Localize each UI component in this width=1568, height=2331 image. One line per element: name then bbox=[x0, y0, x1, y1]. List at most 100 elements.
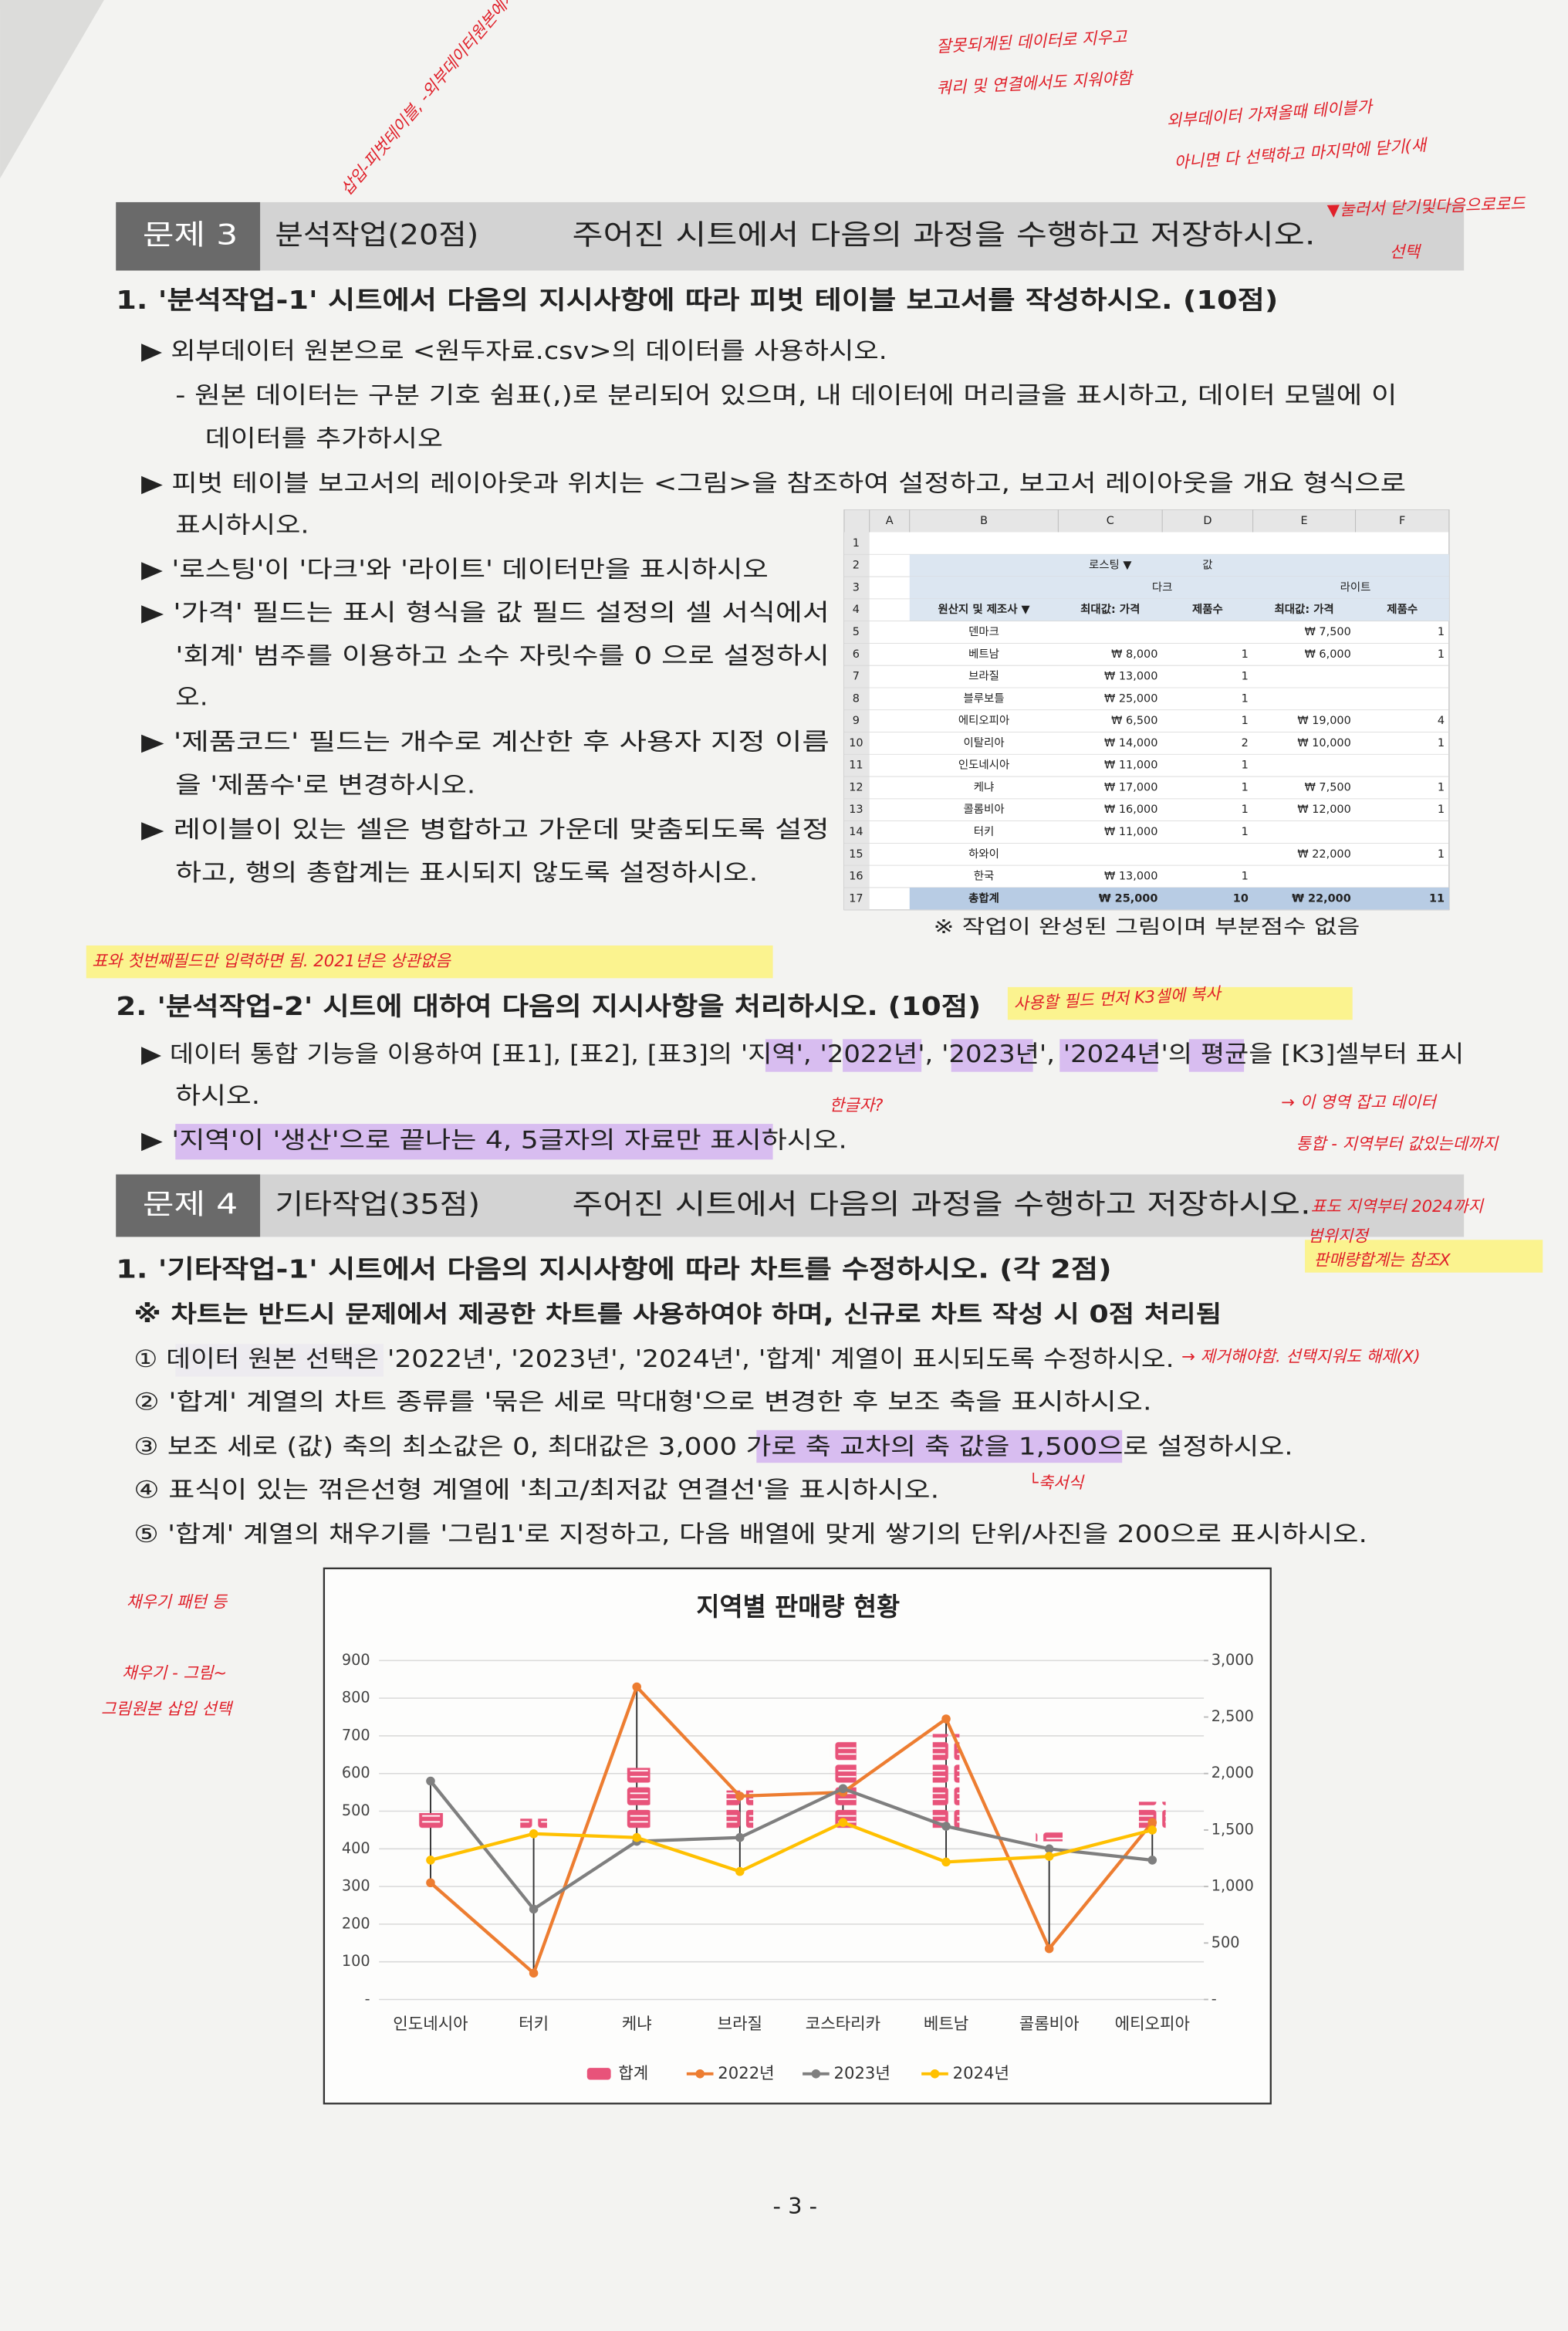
pivot-cell: 인도네시아 bbox=[958, 759, 1009, 772]
handwritten-note: └축서식 bbox=[1029, 1473, 1086, 1492]
instruction-line: '회계' 범주를 이용하고 소수 자릿수를 0 으로 설정하시 bbox=[175, 642, 829, 670]
row-number: 17 bbox=[849, 892, 863, 905]
series-marker bbox=[426, 1776, 435, 1786]
handwritten-note: 표도 지역부터 2024까지 bbox=[1311, 1196, 1485, 1216]
x-tick-label: 베트남 bbox=[924, 2014, 968, 2033]
series-marker bbox=[941, 1857, 951, 1867]
instruction-line: ▶ 외부데이터 원본으로 <원두자료.csv>의 데이터를 사용하시오. bbox=[141, 337, 887, 365]
pivot-cell: 다크 bbox=[1152, 580, 1173, 594]
column-header-bg bbox=[844, 509, 1449, 533]
y-tick-label: 900 bbox=[342, 1651, 370, 1669]
pivot-cell: 덴마크 bbox=[968, 625, 999, 638]
highlight bbox=[756, 1429, 1123, 1463]
picture-bar bbox=[1036, 1829, 1063, 1842]
y-tick-label: 100 bbox=[342, 1952, 370, 1970]
pivot-cell: 1 bbox=[1242, 871, 1249, 883]
x-tick-label: 코스타리카 bbox=[806, 2014, 880, 2033]
pivot-cell: 1 bbox=[1242, 715, 1249, 727]
pivot-cell: 10 bbox=[1233, 892, 1249, 905]
row-number: 16 bbox=[849, 871, 863, 883]
pivot-cell: ₩ 6,500 bbox=[1111, 715, 1157, 727]
row-number: 9 bbox=[853, 715, 860, 727]
page-number: - 3 - bbox=[773, 2193, 818, 2219]
pivot-band bbox=[909, 598, 1449, 621]
column-header: E bbox=[1301, 515, 1308, 527]
handwritten-note: → 이 영역 잡고 데이터 bbox=[1281, 1092, 1438, 1111]
y-tick-label: - bbox=[365, 1990, 370, 2008]
series-marker bbox=[1147, 1825, 1157, 1835]
x-tick-label: 에티오피아 bbox=[1115, 2014, 1190, 2033]
series-marker bbox=[1147, 1818, 1157, 1827]
y2-tick-label: 2,000 bbox=[1211, 1764, 1254, 1781]
y2-tick-label: 500 bbox=[1211, 1933, 1240, 1951]
legend-label: 합계 bbox=[618, 2063, 648, 2082]
pivot-cell: 1 bbox=[1242, 781, 1249, 793]
legend-label: 2024년 bbox=[953, 2063, 1009, 2082]
instruction-line: ③ 보조 세로 (값) 축의 최소값은 0, 최대값은 3,000 가로 축 교… bbox=[133, 1433, 1293, 1460]
y-tick-label: 300 bbox=[342, 1877, 370, 1895]
series-line bbox=[429, 1780, 1153, 1912]
pivot-cell: 케냐 bbox=[974, 780, 995, 793]
handwritten-note: 선택 bbox=[1390, 242, 1421, 261]
pivot-cell: ₩ 22,000 bbox=[1292, 892, 1351, 905]
pivot-cell: 1 bbox=[1242, 671, 1249, 683]
pivot-cell: 1 bbox=[1438, 804, 1445, 816]
handwritten-note: → 제거해야함. 선택지워도 해제(X) bbox=[1181, 1346, 1420, 1365]
column-header: B bbox=[980, 515, 988, 527]
legend-swatch bbox=[930, 2069, 940, 2079]
pivot-band bbox=[909, 887, 1449, 910]
instruction-line: 표시하시오. bbox=[175, 511, 309, 539]
series-marker bbox=[1147, 1856, 1157, 1865]
column-header: D bbox=[1203, 515, 1211, 527]
x-tick-label: 터키 bbox=[519, 2014, 549, 2033]
section-bar bbox=[116, 201, 1465, 271]
question-heading: 2. '분석작업-2' 시트에 대하여 다음의 지시사항을 처리하시오. (10… bbox=[116, 992, 981, 1021]
picture-bar bbox=[417, 1812, 444, 1830]
column-header: F bbox=[1399, 515, 1405, 527]
pivot-cell: ₩ 13,000 bbox=[1104, 671, 1157, 683]
pivot-cell: 터키 bbox=[974, 825, 995, 838]
instruction-line: ▶ '가격' 필드는 표시 형식을 값 필드 설정의 셀 서식에서 bbox=[141, 599, 830, 627]
row-number: 4 bbox=[853, 604, 860, 616]
pivot-cell: 11 bbox=[1429, 892, 1445, 905]
pivot-cell: 원산지 및 제조사 ▼ bbox=[938, 602, 1030, 616]
pivot-cell: ₩ 8,000 bbox=[1111, 648, 1157, 661]
highlight bbox=[765, 1039, 833, 1072]
pivot-cell: 최대값: 가격 bbox=[1274, 602, 1333, 616]
pivot-cell: 1 bbox=[1242, 648, 1249, 661]
pivot-cell: 콜롬비아 bbox=[963, 803, 1004, 816]
handwritten-note: 표와 첫번째필드만 입력하면 됨. 2021년은 상관없음 bbox=[92, 951, 451, 970]
section-instruction: 주어진 시트에서 다음의 과정을 수행하고 저장하시오. bbox=[573, 1188, 1311, 1221]
series-marker bbox=[426, 1856, 435, 1865]
pivot-cell: ₩ 7,500 bbox=[1305, 781, 1351, 793]
series-marker bbox=[941, 1822, 951, 1831]
series-marker bbox=[941, 1714, 951, 1724]
pivot-cell: ₩ 16,000 bbox=[1104, 804, 1157, 816]
series-line bbox=[429, 1683, 1154, 1976]
pivot-cell: 2 bbox=[1242, 737, 1249, 749]
instruction-line: - 원본 데이터는 구분 기호 쉼표(,)로 분리되어 있으며, 내 데이터에 … bbox=[175, 382, 1397, 410]
pivot-cell: 1 bbox=[1242, 804, 1249, 816]
instruction-line: 오. bbox=[175, 684, 208, 712]
highlight bbox=[843, 1039, 922, 1072]
pivot-cell: 1 bbox=[1242, 826, 1249, 838]
y2-tick-label: 1,500 bbox=[1211, 1820, 1254, 1838]
pivot-cell: 브라질 bbox=[968, 670, 999, 683]
x-tick-label: 인도네시아 bbox=[393, 2014, 468, 2033]
column-header: C bbox=[1107, 515, 1114, 527]
series-marker bbox=[838, 1818, 848, 1827]
section-bar bbox=[116, 1174, 1465, 1237]
highlight bbox=[175, 1344, 384, 1377]
handwritten-note: 한글자? bbox=[830, 1095, 884, 1115]
series-marker bbox=[529, 1829, 539, 1839]
section-badge bbox=[116, 201, 261, 271]
legend-swatch bbox=[586, 2068, 611, 2080]
pivot-cell: ₩ 11,000 bbox=[1104, 760, 1157, 772]
pivot-cell: 총합계 bbox=[968, 891, 999, 905]
pivot-band bbox=[909, 554, 1449, 577]
series-marker bbox=[735, 1866, 745, 1876]
series-marker bbox=[838, 1784, 848, 1794]
paper-shadow bbox=[0, 0, 104, 179]
